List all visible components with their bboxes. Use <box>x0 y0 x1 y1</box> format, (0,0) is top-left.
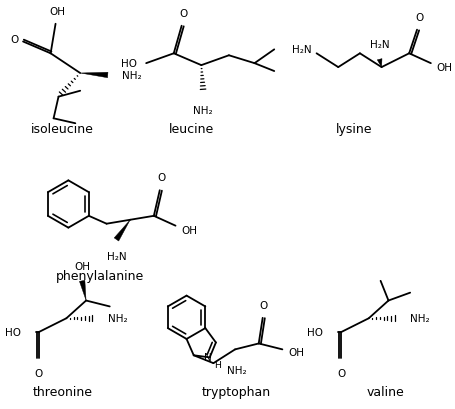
Text: OH: OH <box>50 7 66 17</box>
Text: leucine: leucine <box>168 122 214 135</box>
Text: OH: OH <box>436 63 452 73</box>
Text: O: O <box>179 9 187 19</box>
Text: lysine: lysine <box>335 122 371 135</box>
Text: OH: OH <box>181 225 197 235</box>
Text: O: O <box>10 34 18 45</box>
Polygon shape <box>114 220 130 241</box>
Text: NH₂: NH₂ <box>409 313 429 324</box>
Polygon shape <box>79 281 86 301</box>
Text: OH: OH <box>74 261 90 271</box>
Text: NH₂: NH₂ <box>107 313 127 324</box>
Text: NH₂: NH₂ <box>193 105 212 115</box>
Text: H₂N: H₂N <box>291 45 311 55</box>
Text: H₂N: H₂N <box>106 252 126 262</box>
Text: tryptophan: tryptophan <box>201 385 270 398</box>
Text: OH: OH <box>288 348 303 357</box>
Text: O: O <box>259 300 267 310</box>
Text: HO: HO <box>5 327 21 337</box>
Text: isoleucine: isoleucine <box>31 122 94 135</box>
Text: O: O <box>336 368 344 378</box>
Text: O: O <box>35 368 43 378</box>
Text: O: O <box>157 173 166 183</box>
Text: phenylalanine: phenylalanine <box>56 270 144 283</box>
Text: O: O <box>414 13 422 23</box>
Polygon shape <box>80 73 108 79</box>
Text: NH₂: NH₂ <box>227 365 246 375</box>
Text: N: N <box>204 353 212 362</box>
Text: H₂N: H₂N <box>369 40 389 50</box>
Text: H: H <box>214 360 221 369</box>
Text: threonine: threonine <box>32 385 92 398</box>
Text: HO: HO <box>121 59 137 69</box>
Polygon shape <box>376 59 381 68</box>
Text: NH₂: NH₂ <box>121 71 141 81</box>
Text: valine: valine <box>366 385 404 398</box>
Text: HO: HO <box>307 327 323 337</box>
